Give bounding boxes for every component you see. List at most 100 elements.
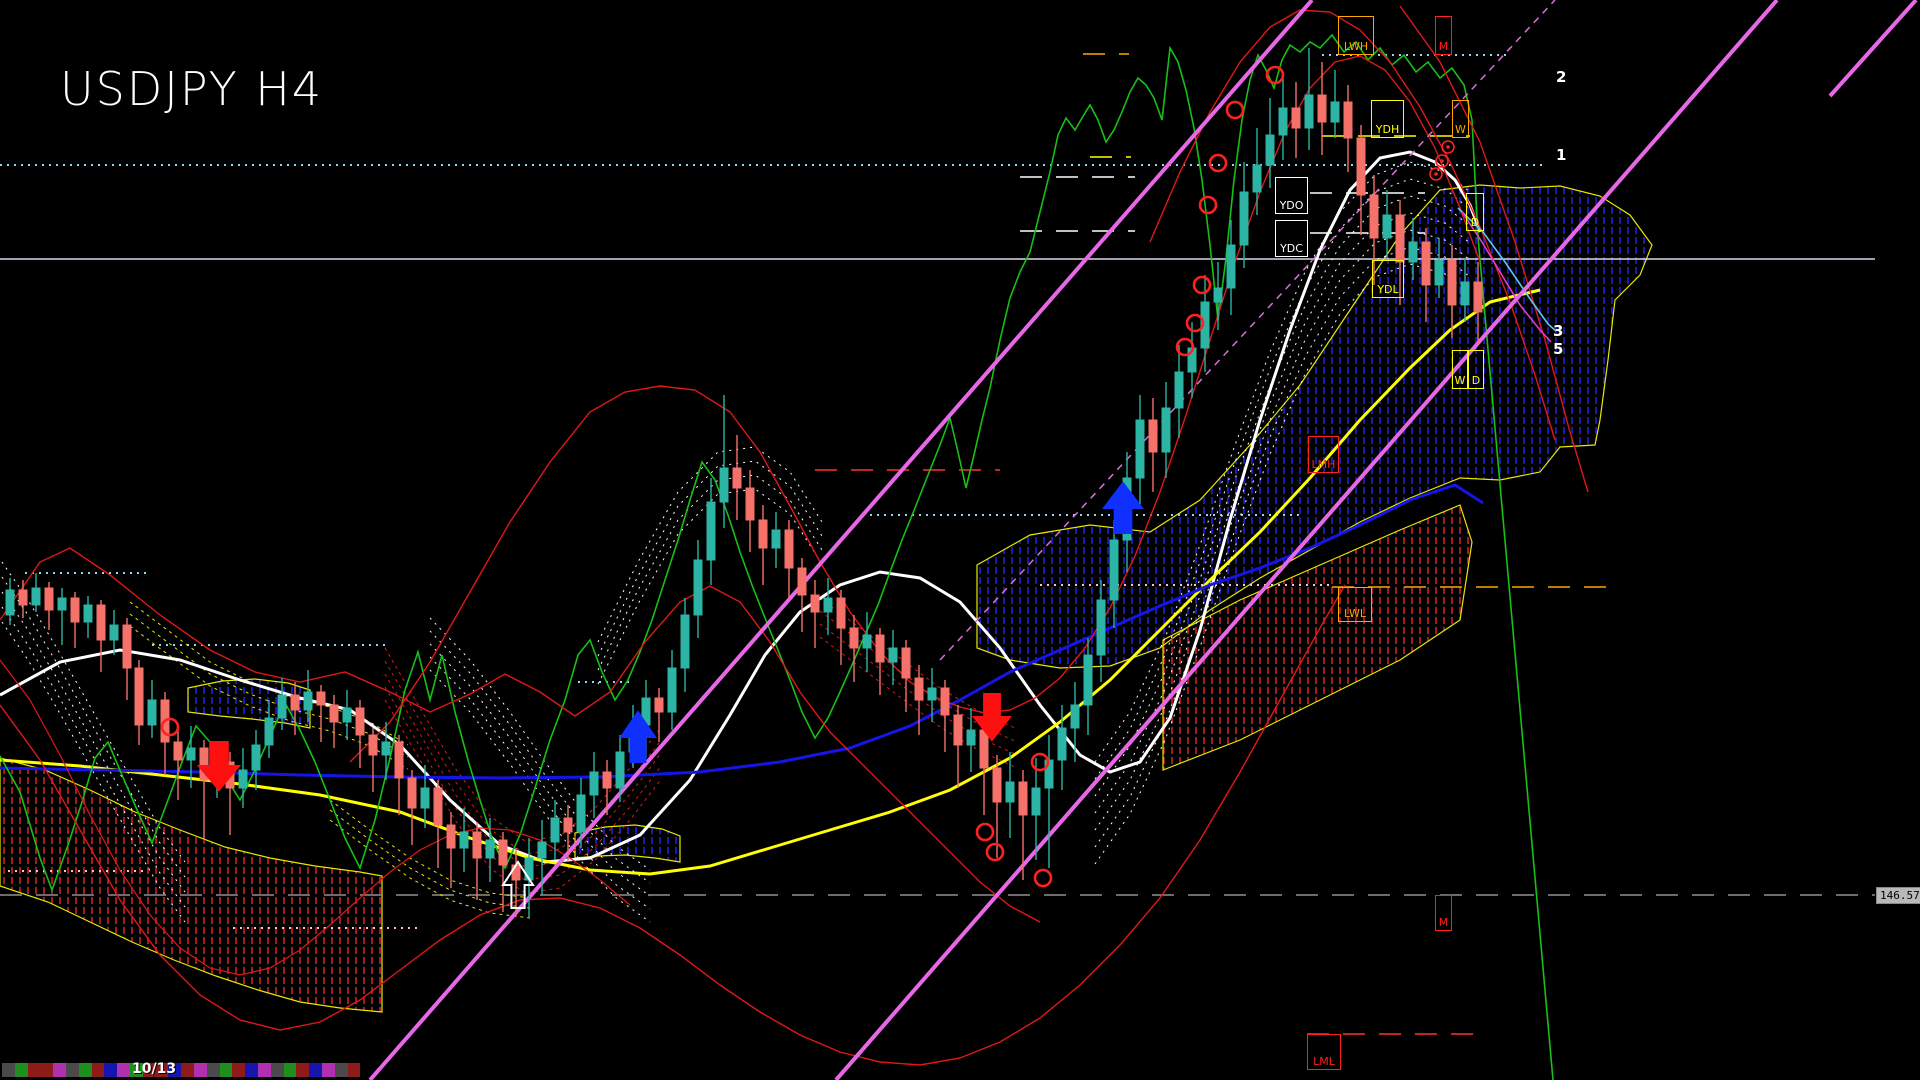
- pivot-box-d[interactable]: D: [1466, 193, 1484, 231]
- signal-circle-icon: [975, 822, 995, 842]
- signal-circle-icon: [1198, 195, 1218, 215]
- strip-block: [257, 1063, 271, 1077]
- pivot-box-w-top[interactable]: W: [1452, 100, 1469, 138]
- candle: [1330, 70, 1340, 138]
- strip-block: [40, 1063, 54, 1077]
- candle: [316, 685, 326, 742]
- chart-title: USDJPY H4: [60, 62, 324, 116]
- white-fan-mid-2: [429, 643, 651, 897]
- candle: [758, 505, 768, 585]
- strip-block: [129, 1063, 143, 1077]
- yellow-fan-left-0: [129, 601, 409, 746]
- strip-block: [78, 1063, 92, 1077]
- candle: [1395, 200, 1405, 305]
- white-fan-left-3: [1, 606, 186, 908]
- candle: [446, 812, 456, 888]
- candle: [1421, 228, 1431, 322]
- candle: [602, 760, 612, 815]
- candle: [1226, 220, 1236, 315]
- candle: [173, 730, 183, 800]
- signal-circle-icon: [1033, 868, 1053, 888]
- pivot-box-lml[interactable]: LML: [1307, 1034, 1341, 1070]
- white-fan-mid-3: [429, 656, 651, 910]
- strip-block: [155, 1063, 169, 1077]
- candle: [1382, 190, 1392, 258]
- candle: [810, 580, 820, 648]
- strip-block: [14, 1063, 28, 1077]
- strip-block: [142, 1063, 156, 1077]
- pivot-box-ydc[interactable]: YDC: [1275, 220, 1308, 257]
- pivot-box-ydl[interactable]: YDL: [1372, 260, 1404, 298]
- pivot-box-m-top[interactable]: M: [1435, 16, 1452, 55]
- strip-block: [321, 1063, 335, 1077]
- white-fan-mid-4: [429, 669, 651, 923]
- white-fan-rally-0: [1094, 161, 1471, 763]
- pivot-box-d-bot[interactable]: D: [1468, 350, 1484, 389]
- pivot-box-lwl[interactable]: LWL: [1338, 587, 1372, 622]
- candle: [706, 478, 716, 585]
- candle: [1291, 82, 1301, 158]
- candle: [1044, 735, 1054, 868]
- pivot-box-w-bot[interactable]: W: [1452, 350, 1468, 389]
- candle: [1005, 752, 1015, 838]
- candle: [1018, 770, 1028, 880]
- candle: [1148, 398, 1158, 492]
- pivot-box-ydh[interactable]: YDH: [1371, 100, 1404, 138]
- candle: [420, 765, 430, 828]
- hollow-arrow-low-icon: [501, 860, 535, 909]
- pivot-box-lmh[interactable]: LMH: [1308, 436, 1339, 473]
- magenta-line-5: [1461, 211, 1552, 343]
- red-env-3: [1149, 9, 1556, 441]
- candle: [381, 722, 391, 780]
- candle: [771, 512, 781, 568]
- signal-circle-icon: [1265, 65, 1285, 85]
- strip-block: [168, 1063, 182, 1077]
- strip-block: [53, 1063, 66, 1077]
- candle: [1213, 262, 1223, 330]
- candle: [615, 735, 625, 802]
- bullseye-icon: [1429, 167, 1443, 181]
- candle: [823, 578, 833, 635]
- candle: [368, 728, 378, 792]
- buy-arrow-rally-icon: [1101, 481, 1145, 534]
- strip-block: [104, 1063, 118, 1077]
- candle: [654, 688, 664, 742]
- strip-block: [117, 1063, 130, 1077]
- signal-circle-icon: [1208, 153, 1228, 173]
- kumo-red-right: [1162, 504, 1473, 771]
- red-fan-mid-1: [384, 686, 663, 881]
- pivot-box-ydo[interactable]: YDO: [1275, 177, 1308, 214]
- candle: [576, 778, 586, 848]
- candle: [1447, 245, 1457, 338]
- strip-block: [245, 1063, 258, 1077]
- candle: [784, 520, 794, 600]
- candle: [31, 573, 41, 612]
- candle: [109, 610, 119, 655]
- strip-block: [296, 1063, 310, 1077]
- white-fan-left-1: [1, 576, 186, 878]
- candle: [264, 700, 274, 758]
- strip-block: [27, 1063, 41, 1077]
- yellow-fan-left-1: [129, 613, 409, 758]
- yellow-fan-low-0: [329, 799, 531, 899]
- candle: [1369, 175, 1379, 285]
- candle: [1135, 395, 1145, 505]
- candle: [70, 592, 80, 648]
- sell-arrow-mid-icon: [971, 693, 1013, 742]
- candle: [901, 640, 911, 712]
- candle: [1356, 125, 1366, 235]
- candle: [1174, 345, 1184, 438]
- red-fan-mid-3: [384, 660, 663, 855]
- white-fan-rally-6: [1094, 263, 1471, 865]
- pivot-box-m-bot[interactable]: M: [1435, 895, 1452, 931]
- candle: [238, 748, 248, 808]
- candle: [693, 540, 703, 638]
- candle: [1265, 98, 1275, 188]
- red-env-4: [1399, 5, 1589, 493]
- pivot-box-lwh[interactable]: LWH: [1338, 16, 1374, 55]
- candle: [44, 582, 54, 630]
- candle: [147, 680, 157, 738]
- candle: [199, 740, 209, 840]
